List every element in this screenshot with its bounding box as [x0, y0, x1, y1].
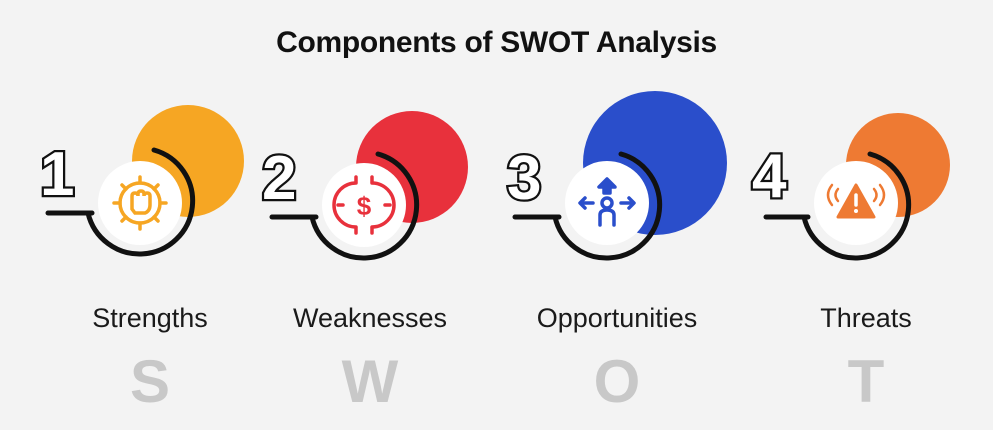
item-graphic: 1 — [38, 105, 244, 257]
item-graphic: 4 — [750, 113, 950, 261]
item-graphic: 2 $ — [260, 111, 468, 261]
item-number: 4 — [752, 142, 787, 211]
broken-gear-dollar-icon: $ — [332, 175, 396, 235]
warning-alarm-icon — [826, 183, 886, 219]
item-letter: T — [847, 348, 885, 415]
item-number: 1 — [40, 140, 74, 209]
item-label: Opportunities — [536, 303, 698, 333]
item-number: 3 — [507, 144, 541, 213]
item-label: Weaknesses — [292, 303, 448, 333]
item-label: Strengths — [92, 303, 208, 333]
swot-item-weaknesses: 2 $ Weaknesses W — [250, 85, 490, 425]
item-label: Threats — [820, 303, 912, 333]
swot-item-strengths: 1 Strengths S — [30, 85, 270, 425]
person-arrows-icon — [578, 177, 636, 227]
fist-gear-icon — [112, 175, 168, 231]
svg-text:$: $ — [357, 191, 372, 221]
item-number: 2 — [262, 144, 296, 213]
item-graphic: 3 — [505, 91, 727, 261]
swot-item-opportunities: 3 Opportunities O — [497, 85, 737, 425]
item-letter: W — [341, 348, 399, 415]
item-letter: O — [593, 348, 641, 415]
swot-item-threats: 4 Threats T — [746, 85, 986, 425]
item-letter: S — [129, 348, 171, 415]
page-title: Components of SWOT Analysis — [276, 26, 717, 59]
